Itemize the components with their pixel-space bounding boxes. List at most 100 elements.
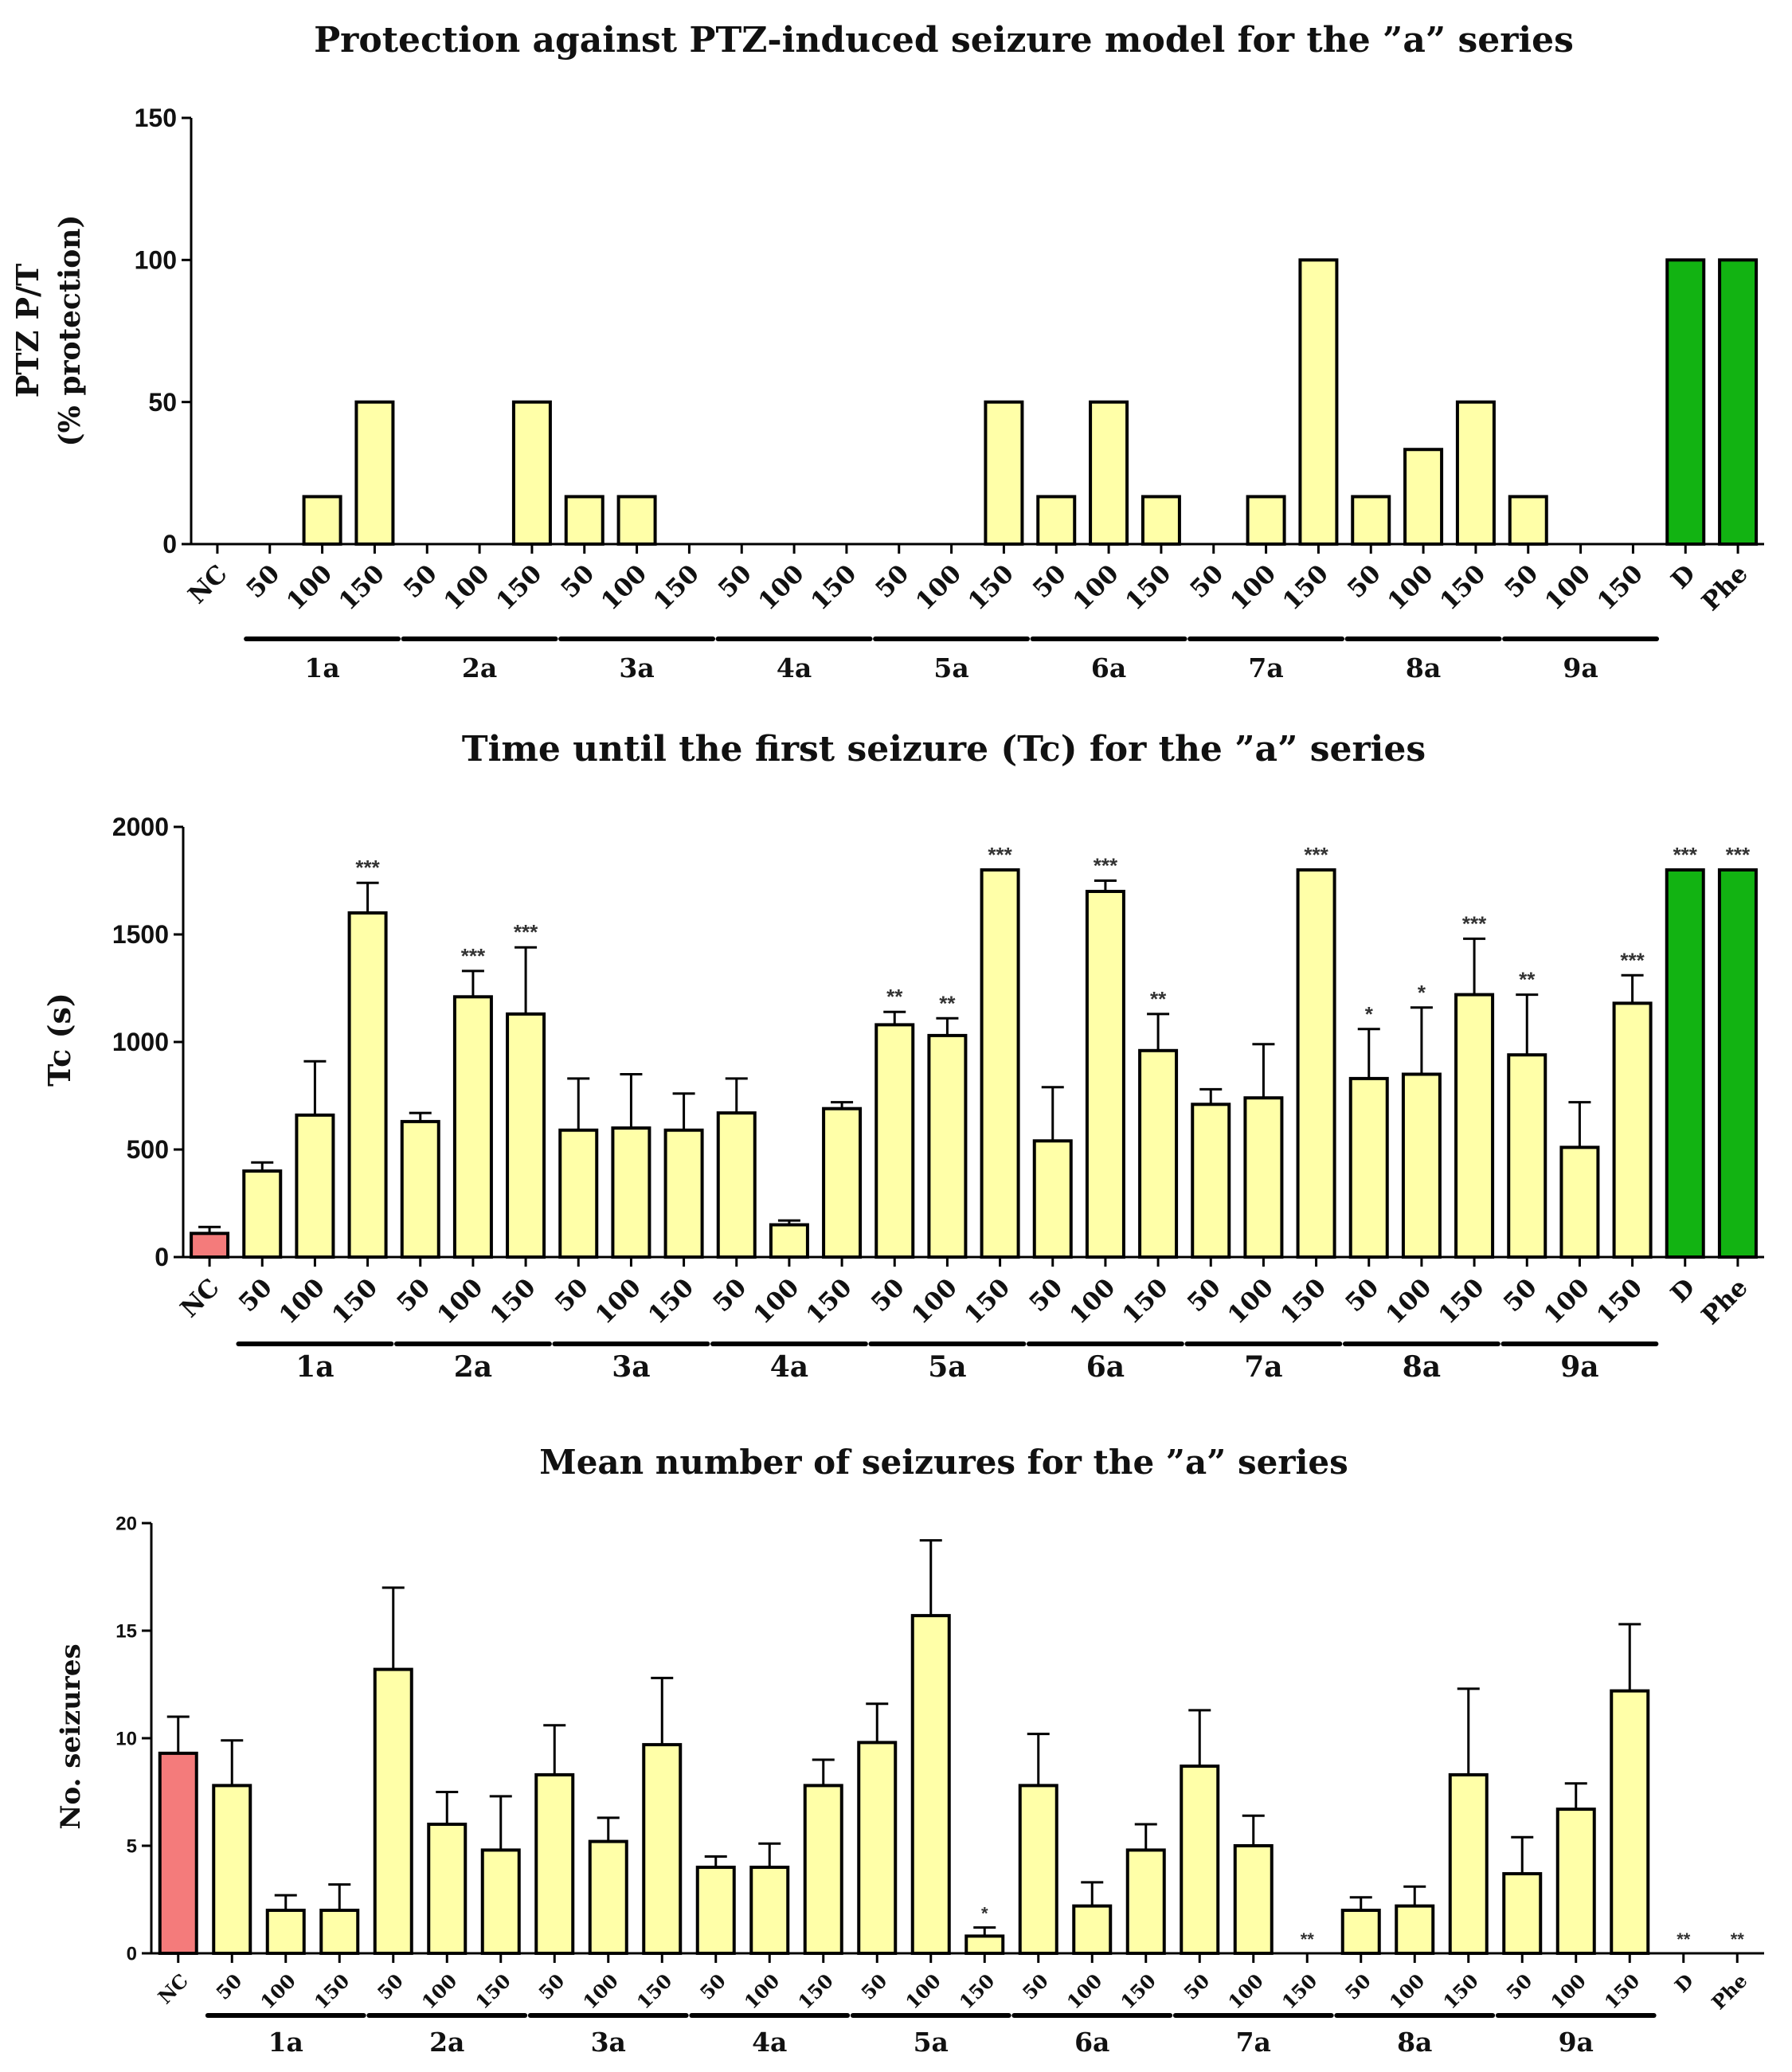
- bar: [400, 1119, 440, 1259]
- category-label: 50: [866, 1273, 910, 1318]
- bar: [663, 1128, 704, 1259]
- significance-label: ***: [1094, 854, 1118, 878]
- bar: [857, 1741, 898, 1955]
- category-label: 150: [632, 1969, 677, 2014]
- bar: [769, 1223, 809, 1259]
- chart-ptz-protection: Protection against PTZ-induced seizure m…: [10, 20, 1764, 683]
- category-label: 50: [241, 559, 285, 604]
- bar: [480, 1848, 521, 1955]
- category-label: 50: [1342, 559, 1387, 604]
- category-label: 50: [534, 1969, 569, 2004]
- category-label: 50: [1340, 1969, 1375, 2004]
- group-label: 5a: [933, 652, 968, 683]
- category-label: 150: [1591, 1273, 1648, 1330]
- bar: [452, 995, 493, 1259]
- category-label: 50: [233, 1273, 278, 1318]
- significance-label: ***: [1462, 911, 1487, 935]
- category-label: 100: [1380, 1273, 1437, 1330]
- category-label: 150: [1438, 1969, 1483, 2014]
- bar: [347, 911, 388, 1259]
- significance-label: ***: [988, 843, 1012, 867]
- bar: [295, 1113, 335, 1259]
- chart-title: Time until the first seizure (Tc) for th…: [462, 729, 1426, 770]
- category-label: 150: [1116, 1969, 1160, 2014]
- category-label: 50: [398, 559, 443, 604]
- significance-label: ***: [514, 920, 538, 944]
- category-label: 150: [334, 559, 390, 616]
- bar: [1191, 1103, 1231, 1259]
- category-label: 50: [1499, 559, 1544, 604]
- category-label: 100: [753, 559, 810, 616]
- chart-title: Mean number of seizures for the ”a” seri…: [539, 1443, 1348, 1482]
- y-tick-label: 5: [127, 1835, 137, 1857]
- y-tick-label: 0: [155, 1243, 169, 1271]
- category-label: 50: [713, 559, 757, 604]
- significance-label: ***: [1726, 843, 1751, 867]
- category-label: 50: [1027, 559, 1072, 604]
- chart-time-first-seizure: Time until the first seizure (Tc) for th…: [41, 729, 1764, 1384]
- significance-label: *: [981, 1904, 988, 1924]
- category-label: 50: [1018, 1969, 1053, 2004]
- group-label: 7a: [1248, 652, 1283, 683]
- category-label: 150: [327, 1273, 383, 1330]
- group-label: 4a: [777, 652, 812, 683]
- bar: [1455, 400, 1496, 546]
- y-axis-label: No. seizures: [55, 1643, 87, 1829]
- category-label: 150: [485, 1273, 542, 1330]
- y-tick-label: 150: [135, 104, 177, 132]
- bar: [1072, 1904, 1113, 1956]
- y-tick-label: 100: [135, 246, 177, 275]
- bar: [964, 1934, 1005, 1955]
- category-label: 100: [1068, 559, 1125, 616]
- category-label: 100: [1062, 1969, 1107, 2014]
- significance-label: ***: [1304, 843, 1328, 867]
- significance-label: *: [1418, 981, 1426, 1005]
- group-label: 1a: [304, 652, 339, 683]
- category-label: 50: [1498, 1273, 1543, 1318]
- group-label: 3a: [591, 2027, 626, 2058]
- group-label: 5a: [928, 1350, 966, 1384]
- group-label: 4a: [770, 1350, 808, 1384]
- category-label: 50: [1340, 1273, 1384, 1318]
- bar: [1233, 1844, 1274, 1955]
- group-label: 3a: [612, 1350, 650, 1384]
- group-label: 6a: [1074, 2027, 1109, 2058]
- category-label: 150: [1600, 1969, 1645, 2014]
- category-label: Phe: [1696, 559, 1754, 617]
- y-tick-label: 20: [115, 1513, 137, 1534]
- bar: [984, 400, 1024, 546]
- category-label: 50: [373, 1969, 408, 2004]
- group-label: 1a: [295, 1350, 334, 1384]
- bar: [158, 1751, 198, 1955]
- bar: [1348, 1076, 1389, 1259]
- category-label: 100: [596, 559, 652, 616]
- significance-label: ***: [1673, 843, 1698, 867]
- chart-title: Protection against PTZ-induced seizure m…: [314, 20, 1574, 61]
- category-label: 150: [955, 1969, 1000, 2014]
- significance-label: **: [939, 991, 956, 1015]
- bar: [1036, 495, 1077, 546]
- bar: [616, 495, 657, 546]
- category-label: 150: [491, 559, 547, 616]
- bar: [749, 1866, 790, 1955]
- category-label: D: [1665, 559, 1700, 594]
- y-tick-label: 10: [115, 1728, 137, 1749]
- y-tick-label: 50: [148, 388, 177, 417]
- bar: [354, 400, 395, 546]
- category-label: 100: [578, 1969, 623, 2014]
- significance-label: **: [1150, 987, 1167, 1011]
- y-tick-label: 2000: [112, 813, 169, 841]
- category-label: 150: [793, 1969, 838, 2014]
- group-label: 9a: [1559, 2027, 1594, 2058]
- category-label: D: [1670, 1969, 1698, 1997]
- y-tick-label: 15: [115, 1620, 137, 1642]
- category-label: 50: [1182, 1273, 1227, 1318]
- category-label: 150: [959, 1273, 1015, 1330]
- bar: [803, 1784, 843, 1955]
- bar: [1665, 258, 1706, 546]
- category-label: Phe: [1707, 1969, 1751, 2014]
- group-label: 5a: [914, 2027, 949, 2058]
- category-label: 100: [274, 1273, 331, 1330]
- bar: [1243, 1096, 1284, 1259]
